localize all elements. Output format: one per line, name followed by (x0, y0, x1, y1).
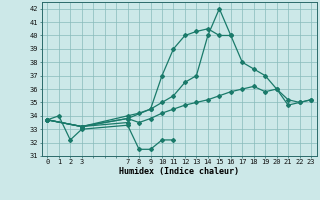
X-axis label: Humidex (Indice chaleur): Humidex (Indice chaleur) (119, 167, 239, 176)
